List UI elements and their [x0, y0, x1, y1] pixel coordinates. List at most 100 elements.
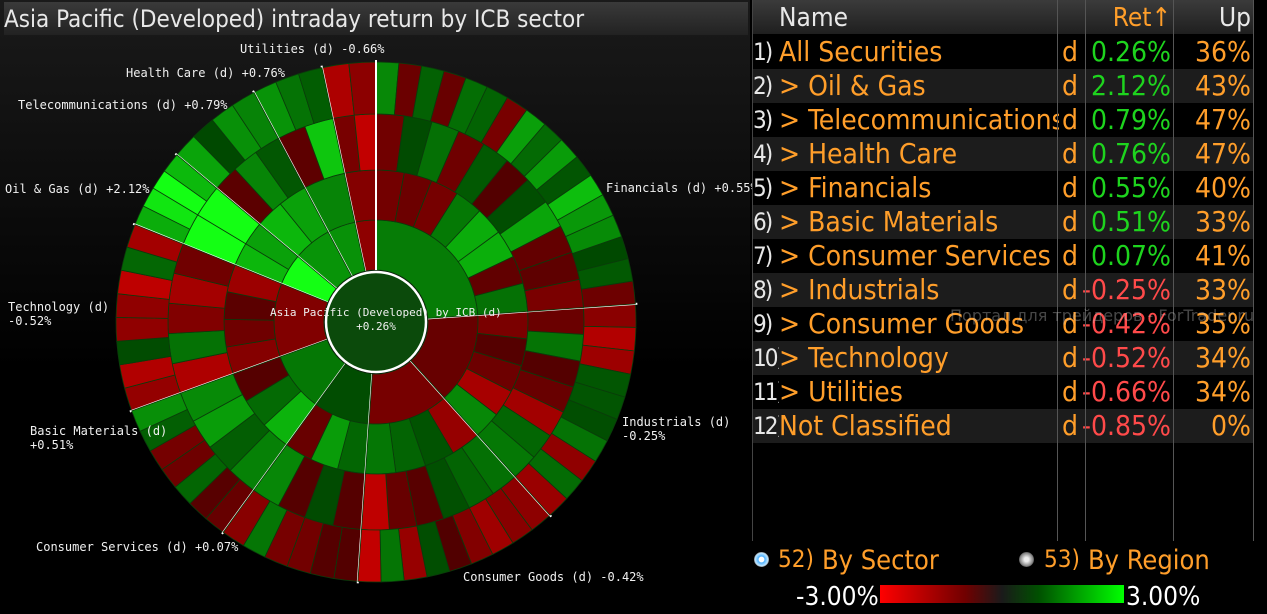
row-name: > Telecommunications: [779, 103, 1059, 136]
by-sector-label[interactable]: By Sector: [822, 545, 939, 576]
by-region-radio[interactable]: [1019, 552, 1034, 567]
table-row[interactable]: 12)Not Classified d-0.85% 0%: [753, 409, 1254, 443]
row-up-percent: 33%: [1195, 205, 1251, 238]
table-row[interactable]: 7) > Consumer Services d 0.07% 41%: [753, 239, 1254, 273]
by-region-number[interactable]: 53): [1044, 545, 1080, 573]
label-basic-materials[interactable]: Basic Materials (d) +0.51%: [30, 424, 168, 452]
table-row[interactable]: 9) > Consumer Goods d -0.42% 35%: [753, 307, 1254, 341]
header-name[interactable]: Name: [779, 0, 1059, 34]
table-row[interactable]: 2) > Oil & Gas d 2.12% 43%: [753, 69, 1254, 103]
row-return: 0.79%: [1090, 103, 1171, 136]
row-number: 4): [753, 140, 773, 168]
row-up-percent: 36%: [1195, 35, 1251, 68]
row-period: d: [1062, 341, 1078, 374]
row-return: 0.51%: [1090, 205, 1171, 238]
sunburst-segment-consumer-services[interactable]: [222, 489, 271, 547]
row-period: d: [1062, 103, 1078, 136]
row-name: All Securities: [779, 35, 943, 68]
row-return: -0.85%: [1081, 409, 1171, 442]
chart-title: Asia Pacific (Developed) intraday return…: [4, 2, 748, 35]
row-name: > Industrials: [779, 273, 940, 306]
sunburst-segment-basic-materials[interactable]: [131, 392, 188, 432]
color-scale: -3.00% 3.00%: [790, 582, 1210, 612]
by-sector-radio[interactable]: [754, 552, 769, 567]
label-telecommunications[interactable]: Telecommunications (d) +0.79%: [18, 98, 228, 112]
sunburst-segment-consumer-goods[interactable]: [357, 529, 382, 583]
row-name: Not Classified: [779, 409, 952, 442]
sunburst-segment-technology[interactable]: [115, 317, 170, 342]
sunburst-chart[interactable]: [0, 36, 750, 614]
table-row[interactable]: 3) > Telecommunications d 0.79% 47%: [753, 103, 1254, 137]
header-ret[interactable]: Ret↑: [1087, 0, 1171, 34]
sunburst-segment-technology[interactable]: [126, 224, 184, 263]
row-name: > Utilities: [779, 375, 903, 408]
table-row[interactable]: 11)> Utilities d-0.66% 34%: [753, 375, 1254, 409]
label-industrials[interactable]: Industrials (d) -0.25%: [622, 415, 731, 443]
row-up-percent: 34%: [1195, 375, 1251, 408]
table-row[interactable]: 1) All Securities d 0.26% 36%: [753, 35, 1254, 69]
sector-table: Name Ret↑ Up 1) All Securities d 0.26% 36% 2)…: [752, 0, 1254, 541]
row-number: 8): [753, 276, 773, 304]
sunburst-center[interactable]: [324, 270, 428, 374]
label-oil-gas[interactable]: Oil & Gas (d) +2.12%: [5, 182, 150, 196]
row-name: > Oil & Gas: [779, 69, 926, 102]
by-region-label[interactable]: By Region: [1088, 545, 1210, 576]
table-row[interactable]: 6) > Basic Materials d 0.51% 33%: [753, 205, 1254, 239]
row-number: 1): [753, 38, 773, 66]
row-up-percent: 34%: [1195, 341, 1251, 374]
row-period: d: [1062, 171, 1078, 204]
row-period: d: [1062, 307, 1078, 340]
label-consumer-goods[interactable]: Consumer Goods (d) -0.42%: [463, 570, 644, 584]
sunburst-segment-industrials[interactable]: [514, 462, 568, 516]
center-label[interactable]: Asia Pacific (Developed) by ICB (d) +0.26…: [270, 306, 502, 333]
label-consumer-services[interactable]: Consumer Services (d) +0.07%: [36, 540, 239, 554]
row-period: d: [1062, 239, 1078, 272]
row-return: 0.76%: [1090, 137, 1171, 170]
header-up[interactable]: Up: [1171, 0, 1251, 34]
row-name: > Financials: [779, 171, 932, 204]
row-period: d: [1062, 409, 1078, 442]
column-divider: [1085, 0, 1086, 541]
row-return: 0.55%: [1090, 171, 1171, 204]
view-toggle: 52) By Sector 53) By Region: [752, 545, 1267, 577]
sunburst-segment-telecommunications[interactable]: [231, 91, 279, 150]
row-name: > Consumer Goods: [779, 307, 1025, 340]
row-return: -0.25%: [1081, 273, 1171, 306]
row-up-percent: 43%: [1195, 69, 1251, 102]
sunburst-segment-consumer-goods[interactable]: [361, 473, 390, 531]
row-number: 11): [753, 378, 779, 406]
row-return: 2.12%: [1090, 69, 1171, 102]
row-period: d: [1062, 375, 1078, 408]
table-row[interactable]: 4) > Health Care d 0.76% 47%: [753, 137, 1254, 171]
row-name: > Technology: [779, 341, 949, 374]
row-number: 9): [753, 310, 773, 338]
row-number: 5): [753, 174, 773, 202]
row-name: > Consumer Services: [779, 239, 1051, 272]
sunburst-panel: Asia Pacific (Developed) intraday return…: [0, 0, 758, 614]
label-utilities[interactable]: Utilities (d) -0.66%: [240, 42, 385, 56]
row-up-percent: 35%: [1195, 307, 1251, 340]
row-return: -0.42%: [1081, 307, 1171, 340]
row-period: d: [1062, 205, 1078, 238]
sunburst-segment-oil-gas[interactable]: [163, 154, 218, 202]
label-health-care[interactable]: Health Care (d) +0.76%: [126, 66, 285, 80]
table-row[interactable]: 5) > Financials d 0.55% 40%: [753, 171, 1254, 205]
by-sector-number[interactable]: 52): [778, 545, 814, 573]
row-number: 10): [753, 344, 779, 372]
column-divider: [1173, 0, 1174, 541]
row-number: 2): [753, 72, 773, 100]
row-period: d: [1062, 69, 1078, 102]
row-period: d: [1062, 35, 1078, 68]
label-technology[interactable]: Technology (d) -0.52%: [8, 300, 110, 328]
column-divider: [1057, 0, 1058, 541]
column-divider: [1253, 0, 1254, 541]
scale-max-label: 3.00%: [1126, 582, 1201, 612]
row-up-percent: 33%: [1195, 273, 1251, 306]
sunburst-segment-health-care[interactable]: [298, 67, 334, 124]
table-row[interactable]: 10)> Technology d-0.52% 34%: [753, 341, 1254, 375]
row-name: > Basic Materials: [779, 205, 999, 238]
label-financials[interactable]: Financials (d) +0.55%: [606, 181, 758, 195]
table-row[interactable]: 8) > Industrials d -0.25% 33%: [753, 273, 1254, 307]
row-return: -0.52%: [1081, 341, 1171, 374]
sunburst-segment-financials[interactable]: [580, 280, 636, 308]
